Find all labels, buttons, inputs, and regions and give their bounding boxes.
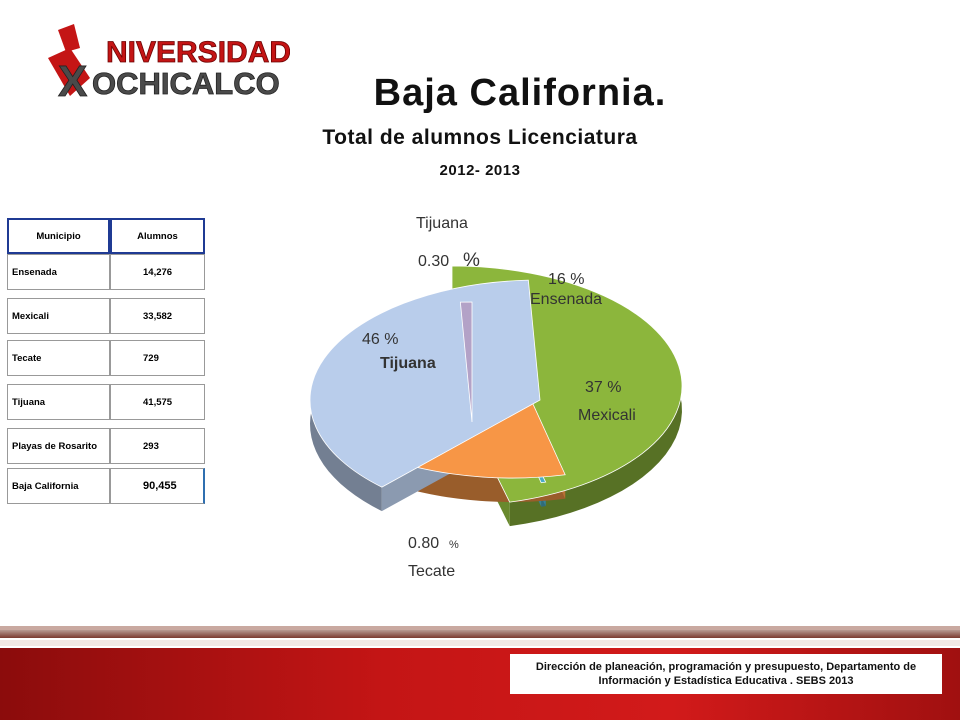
label-rosarito-pct: 0.30 <box>418 253 449 270</box>
table-cell-alumnos: 33,582 <box>110 298 205 334</box>
label-mexicali-name: Mexicali <box>578 407 636 424</box>
table-row: Mexicali 33,582 <box>7 298 205 334</box>
page-title: Baja California. <box>373 72 667 114</box>
table-cell-municipio: Playas de Rosarito <box>7 428 110 464</box>
table-header-alumnos: Alumnos <box>110 218 205 254</box>
table-total-row: Baja California 90,455 <box>7 468 205 504</box>
label-tecate-name: Tecate <box>408 563 455 580</box>
label-rosarito-name: Tijuana <box>416 215 468 232</box>
table-header-row: Municipio Alumnos <box>7 218 205 254</box>
table-row: Tijuana 41,575 <box>7 384 205 420</box>
label-tecate-pct-sign: % <box>449 539 459 551</box>
table-cell-municipio: Tijuana <box>7 384 110 420</box>
table-row: Ensenada 14,276 <box>7 254 205 290</box>
chart-period: 2012- 2013 <box>439 162 521 179</box>
table-cell-alumnos: 293 <box>110 428 205 464</box>
chart-subtitle: Total de alumnos Licenciatura <box>322 126 638 149</box>
label-ensenada-pct: 16 % <box>548 271 584 288</box>
universidad-xochicalco-logo: NIVERSIDAD X OCHICALCO <box>48 24 290 106</box>
pie-slice-mexicali <box>309 279 541 488</box>
label-rosarito-pct-sign: % <box>463 250 480 271</box>
label-tijuana-pct: 46 % <box>362 331 398 348</box>
label-tecate-pct: 0.80 <box>408 535 439 552</box>
footer-divider <box>0 626 960 630</box>
table-cell-alumnos: 41,575 <box>110 384 205 420</box>
table-total-value: 90,455 <box>110 468 205 504</box>
table-cell-municipio: Mexicali <box>7 298 110 334</box>
logo-text-line1: NIVERSIDAD <box>106 36 290 69</box>
footer-divider <box>0 630 960 638</box>
source-note: Dirección de planeación, programación y … <box>510 654 942 694</box>
pie-chart: 46 % Tijuana Tijuana 0.30 % 16 % Ensenada 37 % M… <box>309 215 683 580</box>
label-mexicali-pct: 37 % <box>585 379 621 396</box>
table-total-label: Baja California <box>7 468 110 504</box>
label-tijuana-name: Tijuana <box>380 355 436 372</box>
logo-text-line2: OCHICALCO <box>92 66 280 101</box>
pie-slice-tecate <box>459 301 473 423</box>
table-header-municipio: Municipio <box>7 218 110 254</box>
logo-initial: X <box>58 57 87 106</box>
table-row: Playas de Rosarito 293 <box>7 428 205 464</box>
table-cell-municipio: Tecate <box>7 340 110 376</box>
table-row: Tecate 729 <box>7 340 205 376</box>
footer-divider <box>0 640 960 646</box>
table-cell-alumnos: 729 <box>110 340 205 376</box>
table-cell-alumnos: 14,276 <box>110 254 205 290</box>
table-cell-municipio: Ensenada <box>7 254 110 290</box>
label-ensenada-name: Ensenada <box>530 291 602 308</box>
